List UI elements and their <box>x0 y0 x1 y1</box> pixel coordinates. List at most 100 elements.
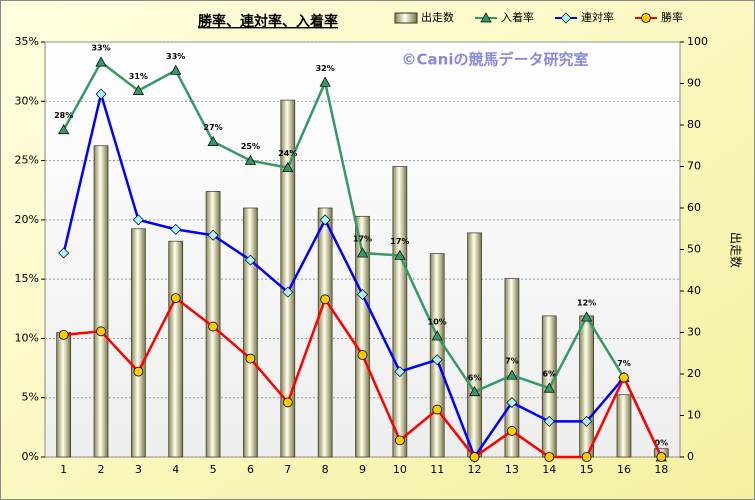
data-label: 24% <box>278 149 297 158</box>
marker <box>357 350 368 360</box>
marker <box>506 396 518 408</box>
y2-axis-label: 出走数 <box>729 232 744 268</box>
data-label: 28% <box>54 111 73 120</box>
marker <box>507 426 517 436</box>
marker <box>544 452 555 462</box>
marker <box>356 247 369 258</box>
data-label: 25% <box>241 142 260 151</box>
x-tick-label: 1 <box>60 463 67 476</box>
y2-tick-label: 50 <box>687 243 701 256</box>
marker <box>282 161 294 173</box>
marker <box>469 452 480 462</box>
marker <box>207 229 219 241</box>
marker <box>58 124 70 135</box>
bar <box>243 207 258 458</box>
marker <box>244 254 256 266</box>
bar <box>131 228 146 458</box>
x-tick-label: 2 <box>98 463 105 476</box>
y2-tick-label: 0 <box>687 450 694 463</box>
x-tick-label: 8 <box>322 463 329 476</box>
bar <box>93 145 109 458</box>
y-tick-label: 20% <box>15 213 39 226</box>
y2-tick-label: 60 <box>687 201 701 214</box>
x-tick-label: 9 <box>359 463 366 476</box>
legend-swatch <box>394 12 418 24</box>
y2-tick-label: 80 <box>687 118 701 131</box>
x-tick-label: 16 <box>617 463 631 476</box>
legend-label: 出走数 <box>421 10 454 24</box>
data-label: 32% <box>316 64 335 73</box>
data-label: 31% <box>129 72 148 81</box>
x-tick-label: 18 <box>654 463 668 476</box>
marker <box>581 415 593 427</box>
x-tick-label: 14 <box>542 463 556 476</box>
marker <box>58 329 69 340</box>
data-label: 7% <box>505 357 519 366</box>
marker <box>282 397 293 408</box>
data-label: 6% <box>542 370 556 379</box>
y2-tick-label: 90 <box>687 77 701 90</box>
x-tick-label: 6 <box>247 463 254 476</box>
bar <box>504 278 520 458</box>
y-tick-label: 5% <box>22 391 39 404</box>
y-tick-label: 30% <box>15 94 39 107</box>
data-label: 0% <box>655 439 669 448</box>
marker <box>96 326 106 337</box>
data-label: 33% <box>166 52 185 61</box>
marker <box>58 247 70 259</box>
marker <box>320 294 331 305</box>
x-tick-label: 13 <box>505 463 519 476</box>
x-tick-label: 5 <box>210 463 217 476</box>
marker <box>170 223 182 235</box>
marker <box>468 386 481 397</box>
marker <box>394 366 406 378</box>
marker <box>282 286 294 298</box>
marker <box>543 415 555 427</box>
marker <box>133 366 144 377</box>
data-label: 17% <box>353 235 372 244</box>
annotation: ©Caniの競馬データ研究室 <box>402 51 589 69</box>
data-label: 6% <box>468 373 482 382</box>
bar <box>56 332 72 458</box>
marker <box>432 404 443 415</box>
marker <box>581 452 592 462</box>
data-label: 17% <box>390 237 409 246</box>
bar <box>317 207 333 458</box>
y2-tick-label: 100 <box>687 35 708 48</box>
x-tick-label: 15 <box>580 463 594 476</box>
data-label: 7% <box>617 359 631 368</box>
legend-label: 連対率 <box>581 10 614 24</box>
marker <box>560 12 572 24</box>
y-tick-label: 10% <box>15 331 39 344</box>
marker <box>170 64 182 75</box>
marker <box>170 293 181 304</box>
y2-tick-label: 70 <box>687 160 701 173</box>
marker <box>95 56 107 67</box>
bar <box>168 240 184 458</box>
marker <box>132 214 144 226</box>
marker <box>207 135 219 146</box>
x-tick-label: 4 <box>172 463 179 476</box>
x-tick-label: 3 <box>135 463 142 476</box>
x-tick-label: 7 <box>284 463 291 476</box>
y-tick-label: 35% <box>15 35 39 48</box>
marker <box>319 214 331 226</box>
data-label: 27% <box>204 123 223 132</box>
marker <box>95 88 107 100</box>
marker <box>619 372 629 383</box>
marker <box>543 382 555 393</box>
data-label: 10% <box>428 318 447 327</box>
marker <box>244 154 257 165</box>
bar <box>355 215 370 458</box>
y-tick-label: 15% <box>15 272 39 285</box>
marker <box>208 321 218 332</box>
x-tick-label: 11 <box>430 463 444 476</box>
legend-label: 勝率 <box>661 10 683 24</box>
data-label: 33% <box>91 44 110 53</box>
marker <box>431 354 443 366</box>
y-tick-label: 25% <box>15 154 39 167</box>
y2-tick-label: 30 <box>687 326 701 339</box>
y2-tick-label: 20 <box>687 367 701 380</box>
legend-label: 入着率 <box>501 10 534 24</box>
